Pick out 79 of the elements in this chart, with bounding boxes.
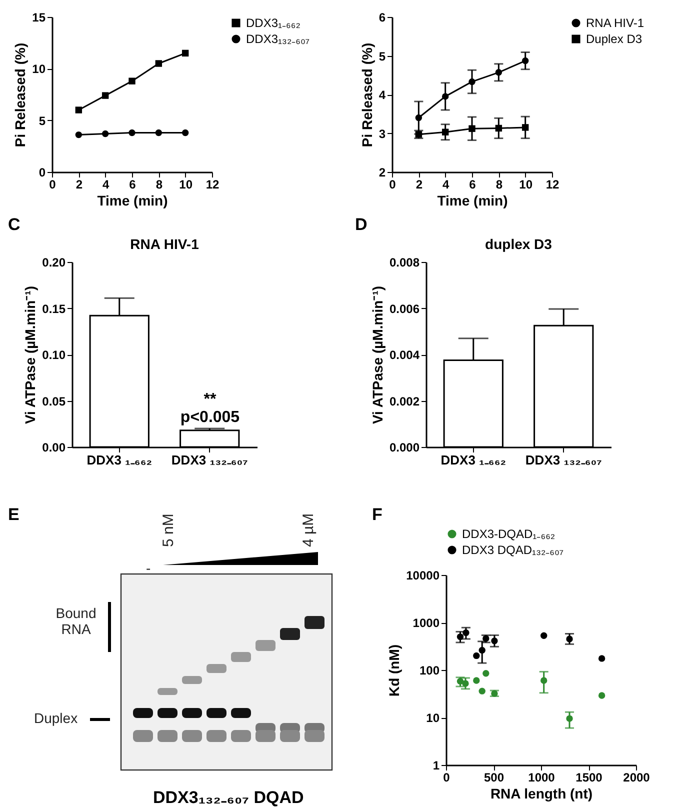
x-axis-title: Time (min) [97, 192, 168, 208]
point [482, 670, 490, 677]
y-tick-label: 5 [378, 49, 386, 64]
text: DDX3₁₃₂₋₆₀₇ DQAD [153, 787, 304, 808]
text: 5 nM [160, 514, 177, 547]
x-tick-label: 8 [156, 178, 163, 192]
y-tick-label: 5 [38, 114, 46, 128]
y-tick-label: 1000 [412, 616, 440, 630]
x-tick-label: 12 [546, 178, 560, 192]
x-tick-label: 4 [442, 178, 450, 192]
y-tick-label: 0.05 [42, 394, 66, 408]
y-tick-label: 0.000 [389, 440, 420, 454]
y-tick-label: 0.00 [42, 440, 66, 454]
x-tick-label: DDX3 ₁₋₆₆₂ [86, 452, 152, 468]
point [473, 652, 480, 660]
text: Duplex [34, 710, 78, 726]
y-tick-label: 3 [378, 126, 386, 141]
x-tick-label: 1500 [576, 770, 603, 784]
y-tick-label: 10 [426, 711, 440, 725]
point [478, 688, 486, 694]
y-tick-label: 15 [32, 10, 46, 24]
text: 4 µM [300, 513, 317, 547]
y-tick-label: 0.002 [389, 394, 420, 408]
y-tick-label: 0.004 [389, 348, 420, 362]
x-tick-label: 12 [206, 178, 220, 192]
y-axis-title: Kd (nM) [386, 644, 402, 697]
legend-label: DDX3 DQAD₁₃₂₋₆₀₇ [462, 543, 564, 557]
legend-label: DDX3₁₋₆₆₂ [246, 16, 301, 30]
text: C [8, 215, 20, 235]
text: F [372, 505, 382, 525]
y-axis-title: Vi ATPase (µM.min⁻¹) [369, 286, 386, 424]
x-tick-label: DDX3 ₁₃₂₋₆₀₇ [171, 452, 248, 468]
point [598, 692, 606, 699]
point [473, 677, 480, 684]
y-tick-label: 0.008 [389, 256, 420, 270]
y-tick-label: 0.15 [42, 302, 66, 316]
y-tick-label: 0.006 [389, 302, 420, 316]
text: - [146, 560, 151, 576]
y-tick-label: 6 [378, 10, 386, 24]
y-axis-title: Vi ATPase (µM.min⁻¹) [22, 286, 38, 424]
y-tick-label: 1 [432, 758, 440, 772]
x-tick-label: 6 [469, 178, 476, 192]
x-tick-label: 10 [519, 178, 533, 192]
legend-label: DDX3-DQAD₁₋₆₆₂ [462, 527, 556, 541]
text: E [8, 505, 20, 525]
chart-title: duplex D3 [485, 236, 552, 252]
y-tick-label: 2 [378, 166, 386, 180]
x-tick-label: 500 [484, 770, 504, 784]
point [598, 655, 606, 662]
x-tick-label: 2000 [623, 770, 650, 784]
x-tick-label: 1000 [528, 770, 556, 784]
annotation: p<0.005 [180, 409, 240, 427]
x-tick-label: 0 [443, 770, 450, 784]
y-tick-label: 0.10 [42, 348, 66, 362]
y-tick-label: 10 [32, 62, 46, 76]
x-tick-label: 4 [102, 178, 110, 192]
y-tick-label: 0.20 [42, 256, 66, 270]
chart-title: RNA HIV-1 [130, 236, 200, 252]
point [540, 632, 548, 639]
y-axis-title: Pi Released (%) [12, 42, 28, 148]
y-tick-label: 4 [378, 88, 386, 102]
x-tick-label: DDX3 ₁₃₂₋₆₀₇ [525, 452, 602, 468]
x-tick-label: 2 [76, 178, 83, 192]
y-tick-label: 100 [419, 664, 440, 678]
text: Bound RNA [54, 605, 98, 637]
x-axis-title: RNA length (nt) [490, 786, 593, 802]
x-tick-label: 8 [496, 178, 503, 192]
y-tick-label: 0 [38, 166, 46, 180]
legend-label: Duplex D3 [586, 32, 642, 46]
x-tick-label: DDX3 ₁₋₆₆₂ [440, 452, 506, 468]
text: D [355, 215, 368, 235]
x-tick-label: 6 [129, 178, 136, 192]
legend-label: RNA HIV-1 [586, 16, 644, 30]
x-axis-title: Time (min) [437, 192, 508, 208]
y-tick-label: 10000 [406, 568, 440, 582]
x-tick-label: 10 [179, 178, 193, 192]
y-axis-title: Pi Released (%) [358, 42, 375, 148]
annotation: ** [204, 391, 216, 409]
legend-label: DDX3₁₃₂₋₆₀₇ [246, 32, 310, 46]
